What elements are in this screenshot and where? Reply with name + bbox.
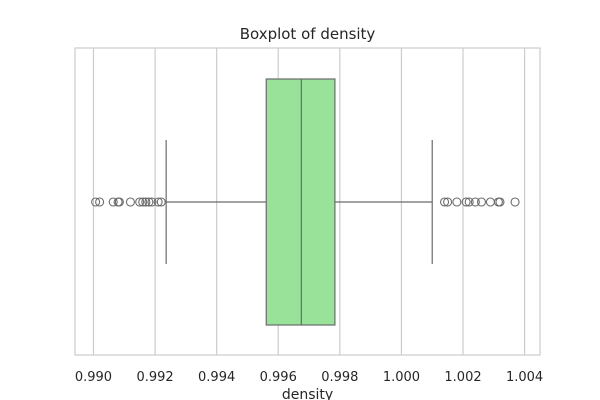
outlier-point — [476, 197, 487, 207]
plot-frame — [74, 47, 541, 356]
x-tick-label: 1.000 — [383, 370, 420, 385]
x-tick-label: 0.990 — [75, 370, 112, 385]
outlier-point — [144, 197, 154, 207]
x-axis-label: density — [282, 387, 333, 400]
outlier-point — [470, 197, 480, 207]
outlier-point — [141, 197, 151, 207]
outlier-point — [114, 197, 124, 207]
outlier-point — [138, 197, 148, 207]
outlier-point — [439, 197, 450, 207]
x-tick-label: 0.998 — [321, 370, 358, 385]
outlier-point — [495, 197, 505, 207]
outlier-point — [464, 197, 474, 207]
outlier-point — [443, 197, 453, 207]
outlier-point — [125, 197, 135, 207]
outlier-point — [108, 197, 118, 207]
x-tick-label: 1.004 — [506, 370, 543, 385]
chart-title: Boxplot of density — [240, 25, 376, 43]
tick-layer: 0.990 0.992 0.994 0.996 0.998 1.000 1.002 1.004 — [75, 370, 543, 385]
interquartile-box — [265, 78, 336, 326]
outlier-point — [510, 197, 520, 207]
outlier-point — [135, 197, 145, 207]
outlier-point — [91, 197, 101, 207]
outlier-point — [156, 197, 166, 207]
outlier-point — [485, 197, 495, 207]
outlier-point — [461, 197, 471, 207]
x-tick-label: 1.002 — [444, 370, 481, 385]
x-tick-label: 0.996 — [260, 370, 297, 385]
outlier-point — [452, 197, 462, 207]
x-tick-label: 0.994 — [198, 370, 235, 385]
x-tick-label: 0.992 — [136, 370, 173, 385]
box-layer — [165, 78, 433, 326]
outlier-point — [147, 197, 157, 207]
outlier-point — [95, 197, 105, 207]
outlier-point — [153, 197, 163, 207]
outlier-layer — [91, 197, 520, 207]
